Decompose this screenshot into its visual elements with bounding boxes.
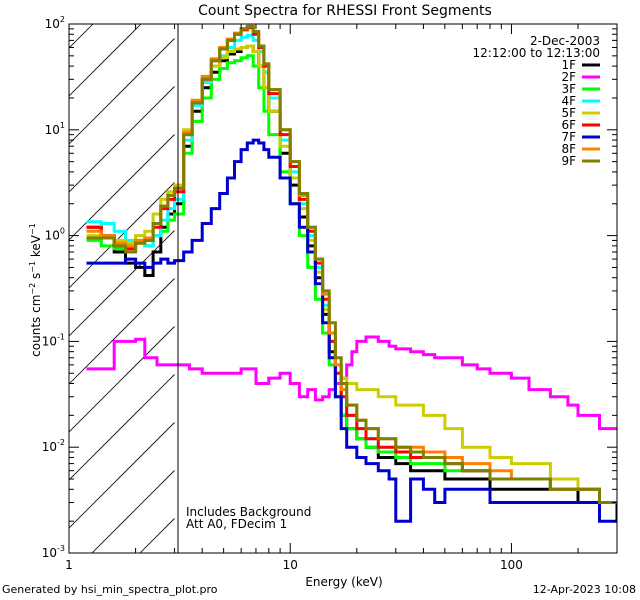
series-line-6f	[86, 26, 617, 504]
hatch-line	[69, 373, 175, 481]
hatch-line	[69, 85, 175, 193]
x-axis-label: Energy (keV)	[305, 575, 382, 589]
series-line-7f	[86, 138, 617, 523]
legend-label: 3F	[561, 82, 576, 96]
hatch-line	[69, 181, 175, 289]
x-axis: 1 10 100	[65, 24, 618, 572]
hatch-line	[91, 469, 175, 553]
svg-text:counts cm−2 s−1 keV−1: counts cm−2 s−1 keV−1	[28, 223, 43, 357]
y-tick-label: 102	[45, 15, 65, 31]
hatch-line	[69, 229, 175, 337]
x-tick-label: 100	[500, 558, 523, 572]
y-axis-label: counts cm−2 s−1 keV−1	[28, 223, 43, 357]
hatch-line	[69, 37, 175, 145]
observation-time-range: 12:12:00 to 12:13:00	[473, 46, 600, 60]
legend-label: 8F	[561, 142, 576, 156]
chart-title: Count Spectra for RHESSI Front Segments	[198, 3, 492, 19]
hatch-line	[69, 325, 175, 433]
legend-label: 6F	[561, 118, 576, 132]
plot-frame	[68, 23, 618, 554]
y-tick-label: 10-3	[42, 544, 65, 560]
hatch-line	[69, 421, 175, 529]
generator-credit: Generated by hsi_min_spectra_plot.pro	[2, 583, 218, 596]
series-line-9f	[86, 24, 617, 504]
legend-label: 7F	[561, 130, 576, 144]
x-tick-label: 10	[283, 558, 298, 572]
y-tick-label: 101	[45, 121, 65, 137]
legend-label: 2F	[561, 70, 576, 84]
hatch-line	[69, 277, 175, 385]
y-axis: 10-3 10-2 10-1 100 101 102	[42, 15, 617, 560]
y-tick-label: 100	[45, 227, 65, 243]
series-line-3f	[86, 54, 617, 504]
excluded-energy-region	[69, 24, 175, 553]
y-tick-label: 10-2	[42, 438, 65, 454]
series-layer	[86, 24, 617, 523]
legend-label: 1F	[561, 58, 576, 72]
series-line-1f	[86, 44, 617, 523]
legend-label: 9F	[561, 154, 576, 168]
timestamp: 12-Apr-2023 10:08	[532, 583, 636, 596]
x-tick-label: 1	[65, 558, 73, 572]
legend-label: 5F	[561, 106, 576, 120]
legend-label: 4F	[561, 94, 576, 108]
observation-date: 2-Dec-2003	[530, 34, 600, 48]
series-line-4f	[86, 33, 617, 504]
hatch-line	[139, 517, 175, 553]
series-line-5f	[86, 44, 617, 504]
note-attenuator: Att A0, FDecim 1	[186, 517, 287, 531]
y-tick-label: 10-1	[42, 332, 65, 348]
note-background: Includes Background	[186, 505, 311, 519]
hatch-line	[69, 133, 175, 241]
